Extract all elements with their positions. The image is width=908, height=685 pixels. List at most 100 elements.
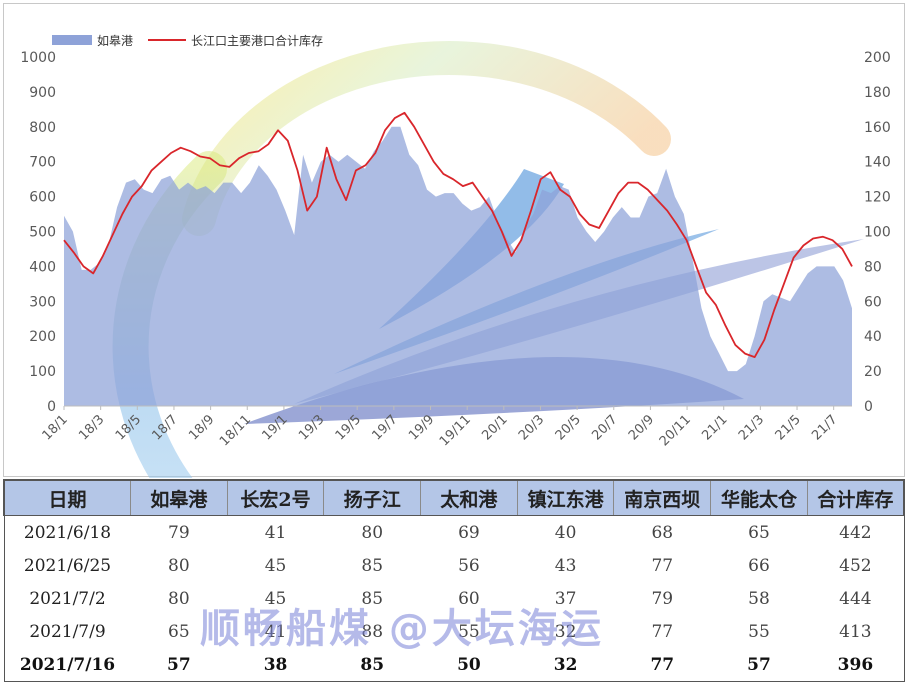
header-changhong: 长宏2号 xyxy=(226,479,324,516)
header-taihe: 太和港 xyxy=(420,479,518,516)
header-rugao: 如皋港 xyxy=(130,479,228,516)
y-left-tick-label: 400 xyxy=(29,259,56,275)
y-right-tick-label: 180 xyxy=(864,85,891,101)
cell-value: 65 xyxy=(748,522,770,543)
chart-svg: 0 100 200 300 400 500 600 700 800 900 1000 0 20 40 60 8… xyxy=(20,33,891,478)
table-row: 2021/6/18 79 41 80 69 40 68 65 442 xyxy=(3,515,905,549)
cell-value: 68 xyxy=(651,522,674,543)
cell-value: 38 xyxy=(227,648,324,682)
x-tick-label: 21/7 xyxy=(809,412,840,443)
cell-value: 80 xyxy=(361,522,384,543)
header-date: 日期 xyxy=(3,479,131,516)
y-right-tick-label: 40 xyxy=(864,329,882,345)
cell-value: 41 xyxy=(264,621,287,642)
cell-date: 2021/7/16 xyxy=(3,648,131,682)
x-tick-label: 21/3 xyxy=(736,412,767,443)
cell-value: 57 xyxy=(710,648,808,682)
y-left-tick-label: 100 xyxy=(29,364,56,380)
y-right-tick-label: 200 xyxy=(864,50,891,66)
cell-value: 88 xyxy=(361,621,384,642)
cell-value: 55 xyxy=(458,621,480,642)
header-zhenjiang: 镇江东港 xyxy=(516,479,614,516)
watermark-text: 顺畅船煤 @大坛海运 xyxy=(200,606,604,652)
cell-total: 452 xyxy=(807,549,905,582)
cell-value: 56 xyxy=(458,555,480,576)
header-huaneng: 华能太仓 xyxy=(710,479,808,516)
logo-ring-top xyxy=(182,41,671,236)
chart-frame: 0 100 200 300 400 500 600 700 800 900 1000 0 20 40 60 8… xyxy=(3,3,905,478)
x-tick-label: 20/1 xyxy=(479,412,510,443)
table-header-row: 日期 如皋港 长宏2号 扬子江 太和港 镇江东港 南京西坝 华能太仓 合计库存 xyxy=(3,479,905,516)
x-tick-label: 18/11 xyxy=(217,412,254,449)
y-right-tick-label: 60 xyxy=(864,294,882,310)
cell-value: 41 xyxy=(264,522,287,543)
cell-value: 40 xyxy=(554,522,577,543)
x-tick-label: 18/1 xyxy=(40,412,71,443)
cell-value: 43 xyxy=(554,555,577,576)
x-tick-label: 18/3 xyxy=(76,412,107,443)
cell-value: 57 xyxy=(130,648,228,682)
cell-value: 32 xyxy=(554,621,577,642)
y-left-tick-label: 1000 xyxy=(20,50,56,66)
y-left-tick-label: 300 xyxy=(29,294,56,310)
x-tick-label: 20/3 xyxy=(516,412,547,443)
y-left-tick-label: 500 xyxy=(29,225,56,241)
legend-label-area: 如皋港 xyxy=(97,33,133,48)
header-total: 合计库存 xyxy=(806,479,905,516)
cell-value: 45 xyxy=(264,555,287,576)
cell-value: 77 xyxy=(651,555,674,576)
cell-total: 442 xyxy=(807,515,905,549)
cell-value: 80 xyxy=(168,588,190,609)
cell-value: 55 xyxy=(748,621,770,642)
x-tick-label: 20/9 xyxy=(626,412,657,443)
cell-value: 45 xyxy=(264,588,287,609)
y-left-tick-label: 900 xyxy=(29,85,56,101)
cell-value: 32 xyxy=(517,648,614,682)
cell-value: 85 xyxy=(361,555,384,576)
cell-total: 396 xyxy=(807,648,905,682)
cell-date: 2021/6/18 xyxy=(3,515,131,549)
x-tick-label: 18/9 xyxy=(186,412,217,443)
y-right-tick-label: 100 xyxy=(864,225,891,241)
cell-value: 85 xyxy=(361,588,384,609)
y-right-tick-label: 160 xyxy=(864,120,891,136)
x-tick-label: 21/1 xyxy=(699,412,730,443)
cell-date: 2021/7/2 xyxy=(3,582,131,615)
cell-total: 413 xyxy=(807,615,905,648)
cell-value: 85 xyxy=(323,648,421,682)
table-row: 2021/6/25 80 45 85 56 43 77 66 452 xyxy=(3,549,905,582)
y-right-tick-label: 140 xyxy=(864,155,891,171)
y-left-tick-label: 200 xyxy=(29,329,56,345)
cell-value: 79 xyxy=(651,588,674,609)
x-tick-label: 20/11 xyxy=(657,412,694,449)
x-tick-label: 20/5 xyxy=(553,412,584,443)
x-tick-label: 20/7 xyxy=(589,412,620,443)
legend-swatch-area xyxy=(52,35,92,45)
y-left-tick-label: 600 xyxy=(29,190,56,206)
legend: 如皋港 长江口主要港口合计库存 xyxy=(52,33,323,48)
y-right-tick-label: 120 xyxy=(864,190,891,206)
header-nanjing: 南京西坝 xyxy=(613,479,711,516)
cell-value: 65 xyxy=(168,621,190,642)
cell-value: 66 xyxy=(748,555,770,576)
cell-value: 79 xyxy=(168,522,190,543)
y-right-tick-label: 0 xyxy=(864,399,873,415)
x-tick-label: 19/11 xyxy=(437,412,474,449)
cell-date: 2021/6/25 xyxy=(3,549,131,582)
y-right-tick-label: 20 xyxy=(864,364,882,380)
y-left-tick-label: 800 xyxy=(29,120,56,136)
x-tick-label: 21/5 xyxy=(773,412,804,443)
inventory-table: 日期 如皋港 长宏2号 扬子江 太和港 镇江东港 南京西坝 华能太仓 合计库存 … xyxy=(3,479,905,682)
cell-value: 37 xyxy=(554,588,577,609)
y-left-tick-label: 0 xyxy=(47,399,56,415)
y-left-tick-label: 700 xyxy=(29,155,56,171)
cell-value: 80 xyxy=(168,555,190,576)
cell-value: 69 xyxy=(458,522,480,543)
cell-value: 77 xyxy=(613,648,711,682)
table-row: 2021/7/2 80 45 85 60 37 79 58 444 xyxy=(3,582,905,615)
cell-value: 77 xyxy=(651,621,674,642)
cell-value: 50 xyxy=(420,648,518,682)
cell-date: 2021/7/9 xyxy=(3,615,131,648)
cell-total: 444 xyxy=(807,582,905,615)
legend-label-line: 长江口主要港口合计库存 xyxy=(191,33,323,48)
